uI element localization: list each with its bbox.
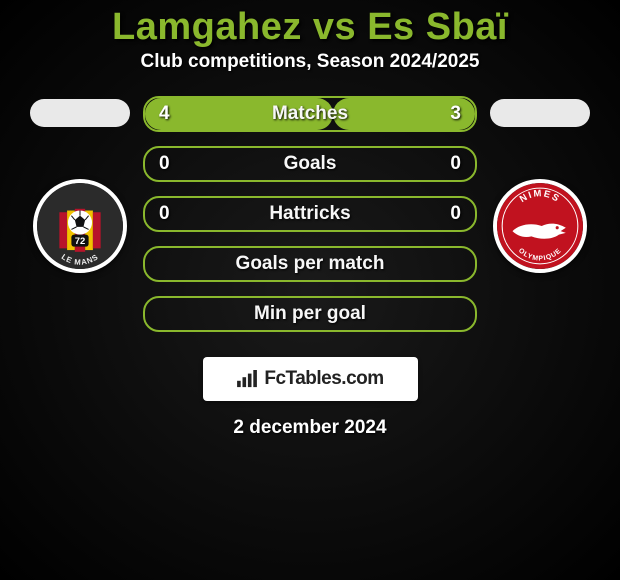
stat-label: Goals: [284, 153, 337, 175]
crest-left-svg: 72 LE MANS: [37, 183, 123, 269]
club-crest-left: 72 LE MANS: [33, 179, 127, 273]
stat-bar: Min per goal: [143, 296, 477, 332]
stat-value-right: 0: [450, 198, 461, 230]
stat-label: Goals per match: [236, 253, 385, 275]
stat-label: Matches: [272, 103, 348, 125]
stat-bar: 0 Hattricks 0: [143, 196, 477, 232]
player-right-col: NIMES OLYMPIQUE: [480, 91, 600, 351]
stat-value-left: 4: [159, 98, 170, 130]
player-left-chip: [30, 99, 130, 127]
stat-value-left: 0: [159, 198, 170, 230]
stat-label: Hattricks: [269, 203, 350, 225]
infographic-root: Lamgahez vs Es Sbaï Club competitions, S…: [0, 0, 620, 580]
stat-value-left: 0: [159, 148, 170, 180]
page-subtitle: Club competitions, Season 2024/2025: [141, 51, 480, 73]
stat-bars: 4 Matches 3 0 Goals 0 0 Hattricks 0 Goals per mat…: [140, 96, 480, 346]
stat-bar: 0 Goals 0: [143, 146, 477, 182]
source-logo-text: FcTables.com: [236, 368, 383, 390]
stat-bar: 4 Matches 3: [143, 96, 477, 132]
crest-right-svg: NIMES OLYMPIQUE: [497, 183, 583, 269]
source-logo: FcTables.com: [203, 357, 418, 401]
date-line: 2 december 2024: [233, 417, 386, 439]
page-title: Lamgahez vs Es Sbaï: [112, 6, 508, 49]
player-right-chip: [490, 99, 590, 127]
stat-value-right: 0: [450, 148, 461, 180]
stat-value-right: 3: [450, 98, 461, 130]
stat-bar: Goals per match: [143, 246, 477, 282]
comparison-row: 72 LE MANS 4 Matches 3 0 Goals 0 0 Hattricks 0 Go…: [0, 91, 620, 351]
player-left-col: 72 LE MANS: [20, 91, 140, 351]
crest-left-number: 72: [75, 236, 86, 247]
stat-label: Min per goal: [254, 303, 366, 325]
club-crest-right: NIMES OLYMPIQUE: [493, 179, 587, 273]
bars-icon: [236, 370, 258, 388]
source-logo-label: FcTables.com: [264, 368, 383, 390]
